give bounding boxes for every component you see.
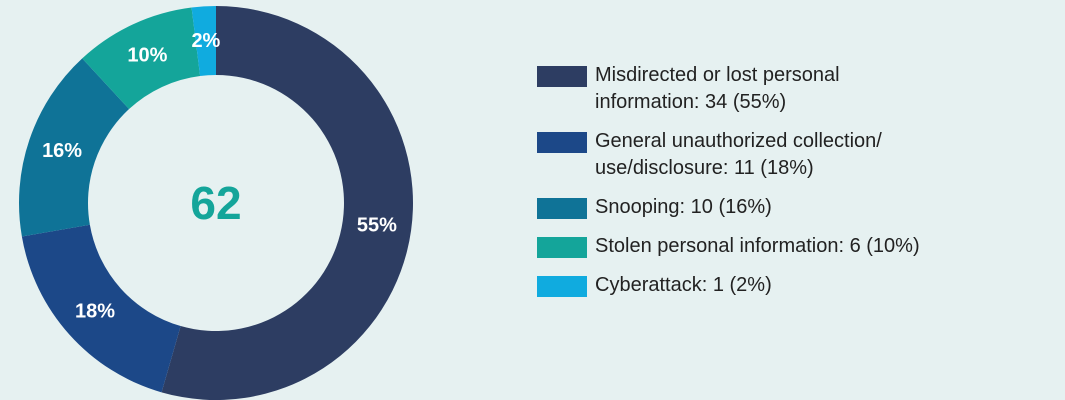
donut-slice	[161, 6, 414, 400]
slice-label: 55%	[357, 215, 397, 237]
legend-swatch	[537, 198, 587, 219]
center-total: 62	[190, 177, 241, 229]
donut-slice	[21, 224, 181, 393]
legend-entry: Stolen personal information: 6 (10%)	[537, 235, 920, 260]
legend-label: Misdirected or lost personal information…	[595, 64, 840, 113]
donut-slice	[82, 7, 201, 110]
legend-label: Cyberattack: 1 (2%)	[595, 274, 772, 296]
legend-swatch	[537, 66, 587, 87]
slice-label: 18%	[75, 300, 115, 322]
legend-entry: Snooping: 10 (16%)	[537, 196, 920, 221]
legend: Misdirected or lost personal information…	[537, 64, 920, 313]
legend-swatch	[537, 276, 587, 297]
legend-entry: General unauthorized collection/use/disc…	[537, 130, 920, 182]
donut-slice	[18, 58, 130, 237]
legend-swatch	[537, 237, 587, 258]
slice-label: 10%	[127, 45, 167, 67]
legend-label: Snooping: 10 (16%)	[595, 196, 772, 218]
legend-entry: Misdirected or lost personal information…	[537, 64, 920, 116]
donut-slice	[191, 6, 216, 76]
slice-label: 2%	[191, 30, 220, 52]
legend-entry: Cyberattack: 1 (2%)	[537, 274, 920, 299]
slice-label: 16%	[42, 140, 82, 162]
legend-label: General unauthorized collection/use/disc…	[595, 130, 882, 179]
legend-swatch	[537, 132, 587, 153]
legend-label: Stolen personal information: 6 (10%)	[595, 235, 920, 257]
